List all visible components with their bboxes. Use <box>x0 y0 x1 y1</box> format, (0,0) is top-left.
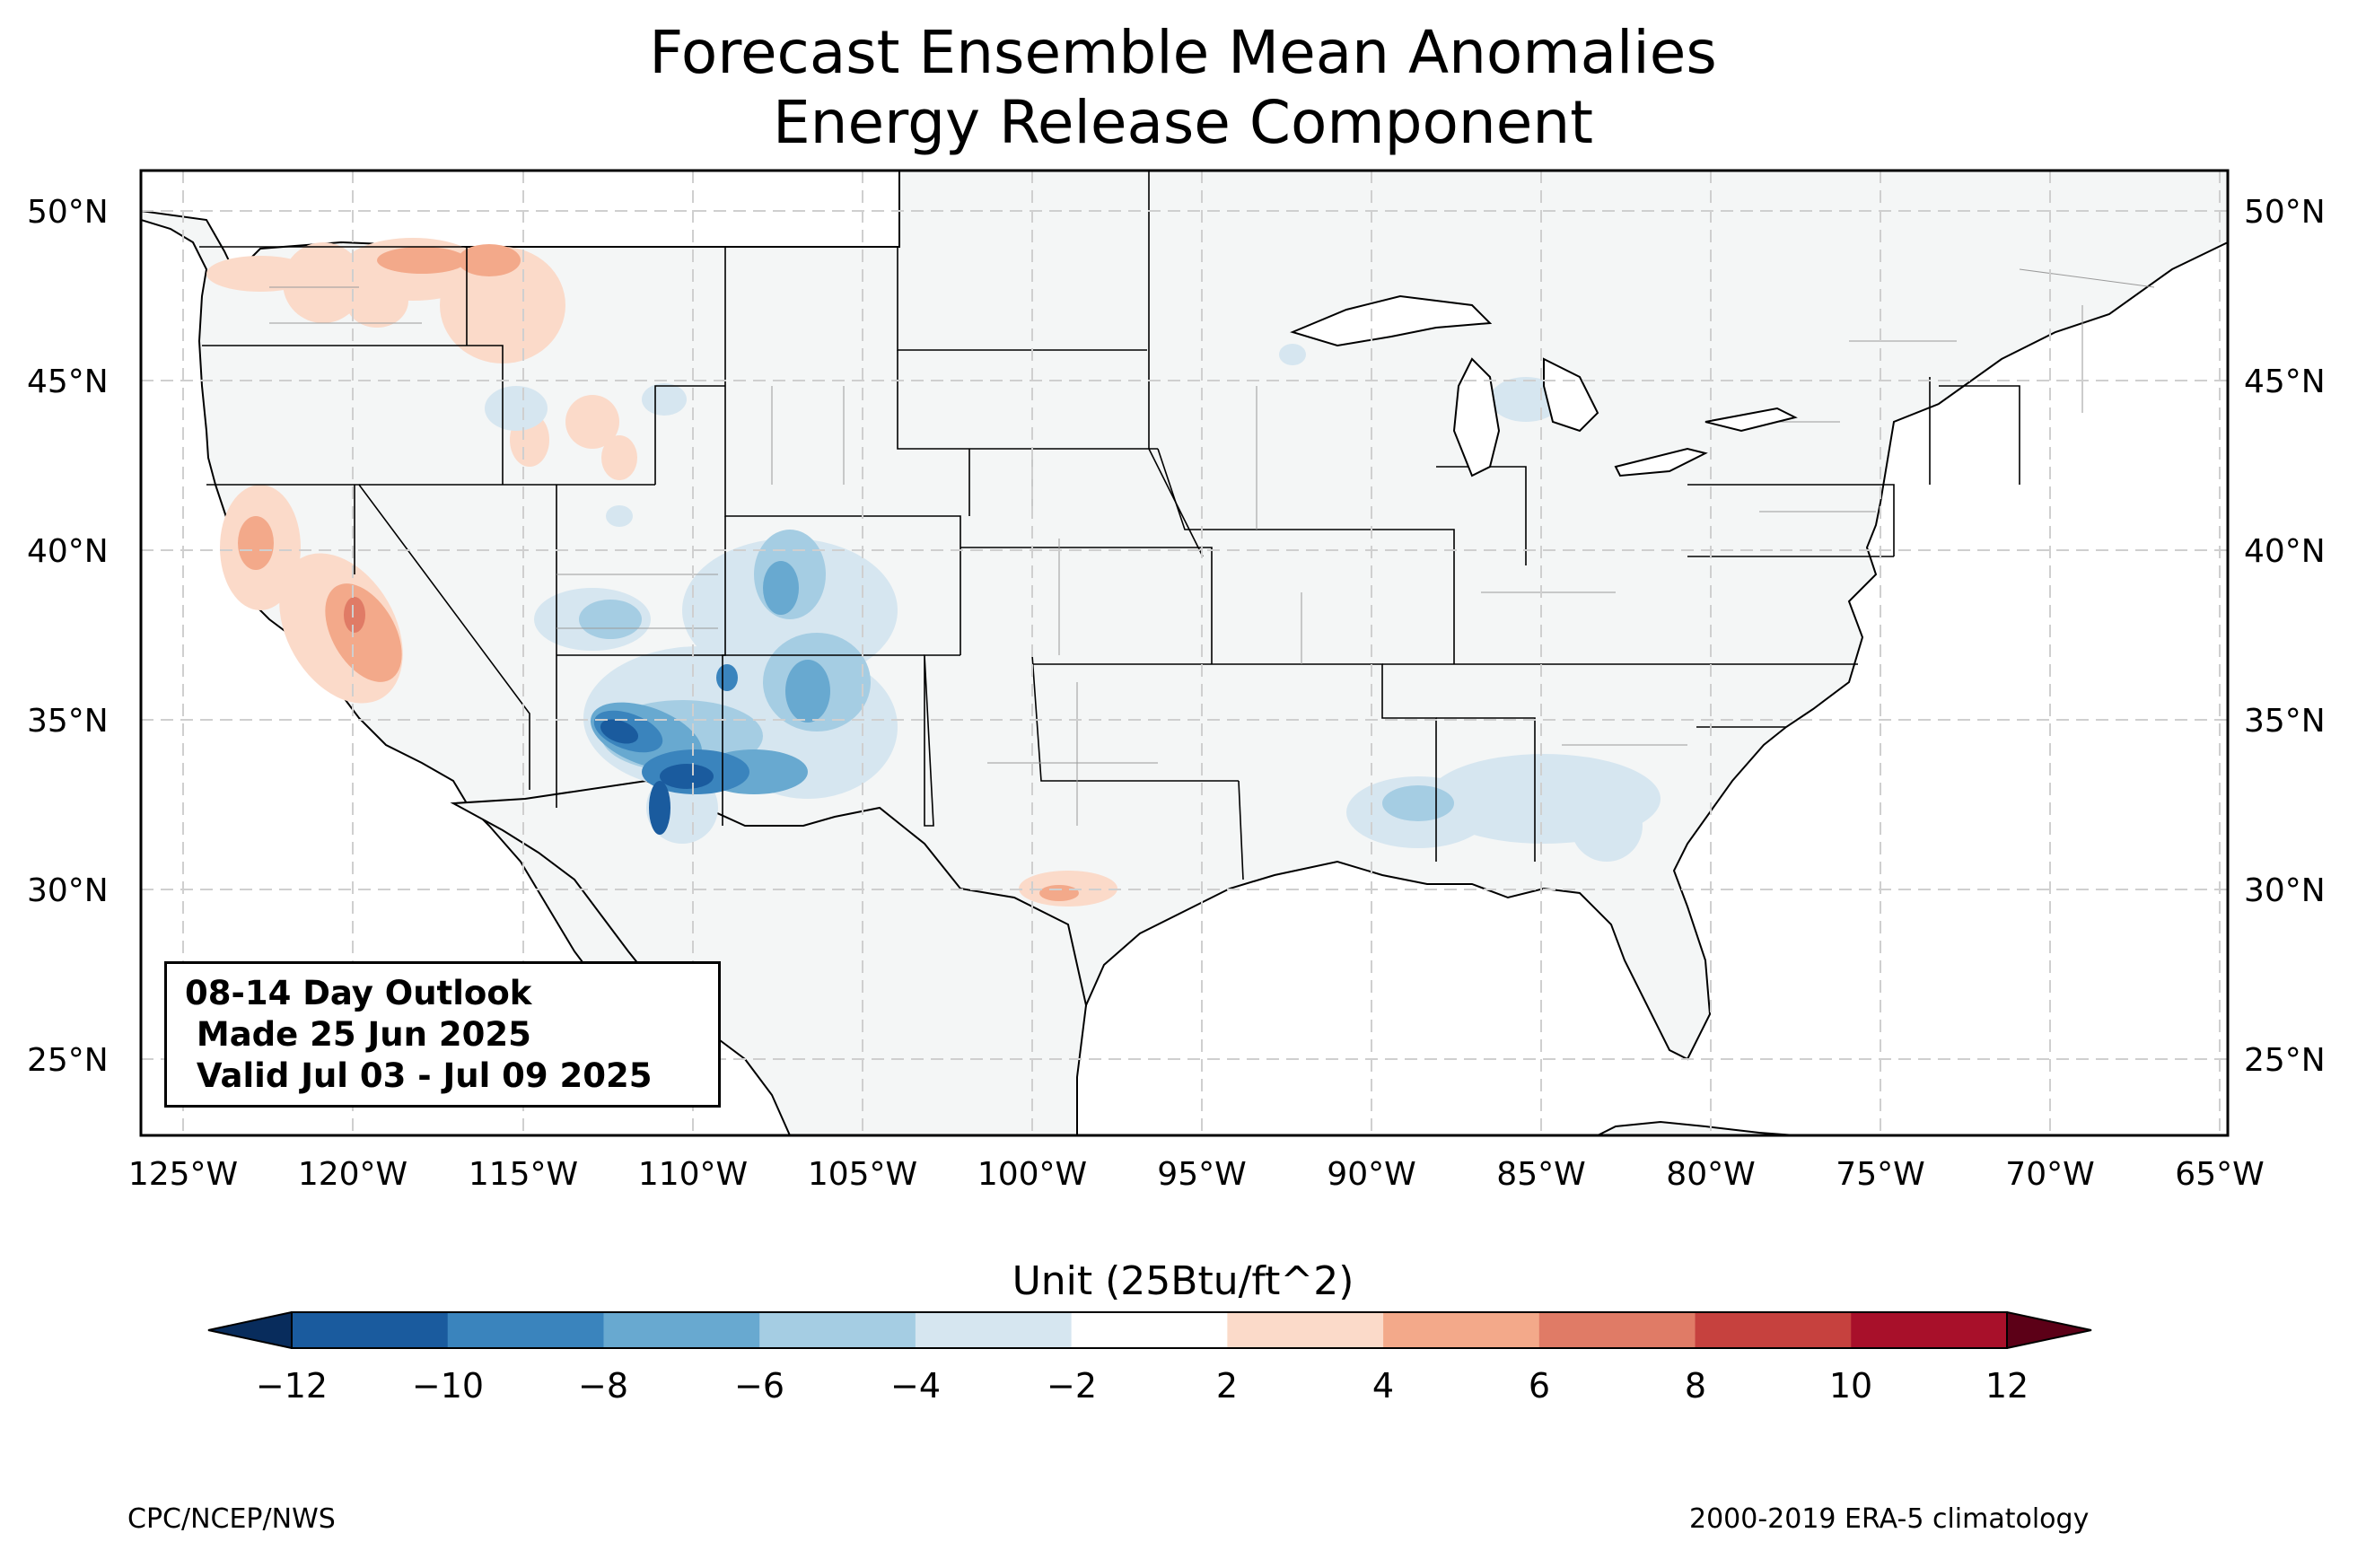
negative-anomaly-extreme <box>600 719 714 835</box>
lat-label: 25°N <box>27 1042 109 1079</box>
colorbar-outline <box>291 1311 2008 1349</box>
colorbar-segment <box>1227 1312 1384 1348</box>
lat-label: 25°N <box>2244 1042 2326 1079</box>
lon-label: 115°W <box>469 1156 578 1193</box>
lat-label: 40°N <box>2244 533 2326 570</box>
lon-label: 65°W <box>2175 1156 2264 1193</box>
outlook-info-box: 08-14 Day Outlook Made 25 Jun 2025 Valid… <box>164 961 721 1108</box>
colorbar-segment <box>447 1312 604 1348</box>
map-title-line-1: Forecast Ensemble Mean Anomalies <box>649 18 1717 87</box>
colorbar-extend-high <box>2007 1312 2091 1348</box>
lat-label: 45°N <box>2244 364 2326 400</box>
graticule <box>141 171 2228 1135</box>
colorbar-segment <box>1851 1312 2008 1348</box>
lon-label: 95°W <box>1157 1156 1246 1193</box>
colorbar-tick: −12 <box>255 1366 329 1406</box>
lon-label: 85°W <box>1496 1156 1585 1193</box>
footer-climatology: 2000-2019 ERA-5 climatology <box>1689 1503 2090 1535</box>
colorbar <box>207 1311 2092 1349</box>
lat-label: 50°N <box>2244 194 2326 231</box>
positive-anomaly-peak <box>344 597 365 633</box>
colorbar-tick: 8 <box>1684 1366 1707 1406</box>
colorbar-segment <box>1071 1312 1228 1348</box>
lat-label: 35°N <box>2244 703 2326 740</box>
outlook-period: 08-14 Day Outlook <box>185 974 532 1012</box>
lat-labels-right: 50°N 45°N 40°N 35°N 30°N 25°N <box>2244 194 2326 1079</box>
lon-label: 90°W <box>1327 1156 1415 1193</box>
colorbar-tick: −2 <box>1046 1366 1098 1406</box>
county-lines <box>269 268 2155 826</box>
colorbar-segment <box>292 1312 449 1348</box>
lon-label: 70°W <box>2005 1156 2094 1193</box>
lon-label: 80°W <box>1666 1156 1755 1193</box>
colorbar-tick: −4 <box>889 1366 942 1406</box>
map-frame <box>139 169 2230 1137</box>
lon-labels: 125°W 120°W 115°W 110°W 105°W 100°W 95°W… <box>128 1156 2265 1193</box>
positive-anomaly-cores <box>238 244 1079 901</box>
lon-label: 125°W <box>128 1156 238 1193</box>
map-title-line-2: Energy Release Component <box>772 88 1594 157</box>
colorbar-segment <box>603 1312 760 1348</box>
lat-label: 35°N <box>27 703 109 740</box>
colorbar-tick: 4 <box>1371 1366 1395 1406</box>
colorbar-tick: 2 <box>1215 1366 1239 1406</box>
colorbar-label: Unit (25Btu/ft^2) <box>1012 1258 1354 1304</box>
lon-label: 100°W <box>977 1156 1087 1193</box>
lat-label: 50°N <box>27 194 109 231</box>
lat-label: 45°N <box>27 364 109 400</box>
lon-label: 105°W <box>808 1156 917 1193</box>
lat-labels-left: 50°N 45°N 40°N 35°N 30°N 25°N <box>27 194 109 1079</box>
lat-label: 30°N <box>27 872 109 909</box>
land-cuba <box>1597 1120 1796 1135</box>
footer-source: CPC/NCEP/NWS <box>127 1503 336 1535</box>
colorbar-tick: 12 <box>1985 1366 2029 1406</box>
colorbar-segment <box>759 1312 916 1348</box>
land-mexico <box>450 779 1088 1135</box>
great-lakes <box>1290 294 1798 477</box>
lon-label: 110°W <box>638 1156 748 1193</box>
state-borders <box>199 171 2020 880</box>
outlook-made-date: Made 25 Jun 2025 <box>185 1015 531 1054</box>
colorbar-segment <box>915 1312 1073 1348</box>
outlook-valid-dates: Valid Jul 03 - Jul 09 2025 <box>185 1056 653 1095</box>
colorbar-extend-low <box>208 1312 292 1348</box>
lat-label: 40°N <box>27 533 109 570</box>
colorbar-tick: 10 <box>1828 1366 1873 1406</box>
colorbar-tick: 6 <box>1528 1366 1551 1406</box>
colorbar-segment <box>1695 1312 1852 1348</box>
colorbar-tick: −6 <box>733 1366 785 1406</box>
colorbar-segment <box>1383 1312 1540 1348</box>
lon-label: 120°W <box>298 1156 407 1193</box>
colorbar-segment <box>1538 1312 1696 1348</box>
lat-label: 30°N <box>2244 872 2326 909</box>
lon-label: 75°W <box>1836 1156 1924 1193</box>
colorbar-tick: −10 <box>411 1366 485 1406</box>
colorbar-tick: −8 <box>577 1366 629 1406</box>
